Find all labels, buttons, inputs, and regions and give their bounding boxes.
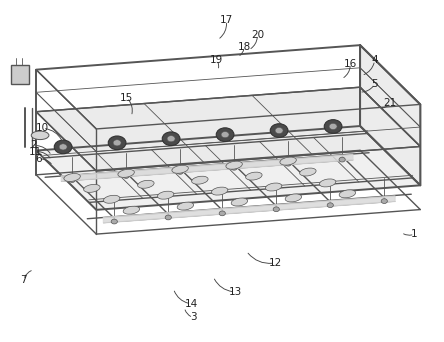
Ellipse shape (64, 173, 80, 182)
Ellipse shape (192, 176, 208, 184)
Ellipse shape (83, 184, 100, 192)
Ellipse shape (266, 183, 282, 191)
Circle shape (216, 128, 234, 142)
Text: 18: 18 (238, 42, 251, 52)
Circle shape (162, 132, 180, 146)
Circle shape (108, 136, 126, 150)
Circle shape (177, 170, 183, 174)
Text: 3: 3 (190, 313, 197, 323)
Circle shape (231, 166, 237, 170)
Circle shape (273, 207, 279, 212)
Ellipse shape (211, 187, 228, 195)
Circle shape (324, 120, 342, 133)
Ellipse shape (280, 157, 296, 165)
Circle shape (275, 128, 283, 134)
Text: 12: 12 (269, 258, 282, 268)
Circle shape (123, 174, 129, 179)
Ellipse shape (300, 168, 316, 176)
Text: 16: 16 (344, 59, 357, 69)
Ellipse shape (31, 131, 49, 140)
Text: 5: 5 (371, 79, 378, 89)
Circle shape (285, 161, 291, 166)
Circle shape (54, 140, 72, 154)
Text: 21: 21 (384, 98, 397, 108)
Circle shape (327, 203, 333, 208)
Text: 6: 6 (35, 154, 42, 164)
Ellipse shape (172, 165, 188, 173)
Circle shape (165, 215, 171, 220)
Polygon shape (103, 196, 395, 223)
Circle shape (59, 144, 67, 150)
Ellipse shape (339, 190, 356, 198)
Ellipse shape (177, 202, 194, 210)
Circle shape (329, 123, 337, 130)
Ellipse shape (319, 179, 336, 187)
Circle shape (219, 211, 226, 216)
Circle shape (221, 132, 229, 138)
FancyBboxPatch shape (11, 65, 29, 84)
Text: 11: 11 (28, 147, 42, 157)
Ellipse shape (103, 195, 120, 203)
Ellipse shape (285, 194, 301, 202)
Text: 1: 1 (411, 229, 418, 239)
Text: 14: 14 (184, 299, 198, 309)
Text: 2: 2 (31, 141, 37, 150)
Circle shape (69, 178, 75, 182)
Circle shape (111, 219, 117, 224)
Circle shape (113, 140, 121, 146)
Circle shape (270, 124, 288, 137)
Text: 7: 7 (20, 275, 27, 285)
Polygon shape (36, 126, 420, 210)
Polygon shape (36, 87, 420, 171)
Text: 17: 17 (220, 15, 233, 25)
Ellipse shape (123, 206, 139, 214)
Text: 10: 10 (36, 123, 49, 133)
Ellipse shape (158, 191, 174, 199)
Polygon shape (360, 45, 420, 185)
Ellipse shape (226, 161, 242, 169)
Text: 20: 20 (251, 30, 264, 40)
Ellipse shape (231, 198, 248, 206)
Text: 13: 13 (229, 287, 242, 297)
Ellipse shape (246, 172, 262, 180)
Circle shape (381, 199, 387, 203)
Ellipse shape (138, 180, 154, 188)
Circle shape (167, 136, 175, 142)
Polygon shape (61, 155, 353, 181)
Circle shape (339, 157, 345, 162)
Text: 19: 19 (210, 55, 223, 65)
Ellipse shape (118, 169, 135, 177)
Text: 15: 15 (120, 93, 134, 103)
Text: 4: 4 (371, 55, 378, 65)
